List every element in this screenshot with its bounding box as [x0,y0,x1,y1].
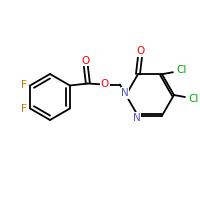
Text: O: O [137,46,145,56]
Text: F: F [21,104,27,114]
Text: F: F [21,80,27,90]
Text: Cl: Cl [189,94,199,104]
Text: N: N [133,113,141,123]
Text: N: N [121,88,129,98]
Text: Cl: Cl [177,65,187,75]
Text: O: O [101,79,109,89]
Text: O: O [82,56,90,66]
